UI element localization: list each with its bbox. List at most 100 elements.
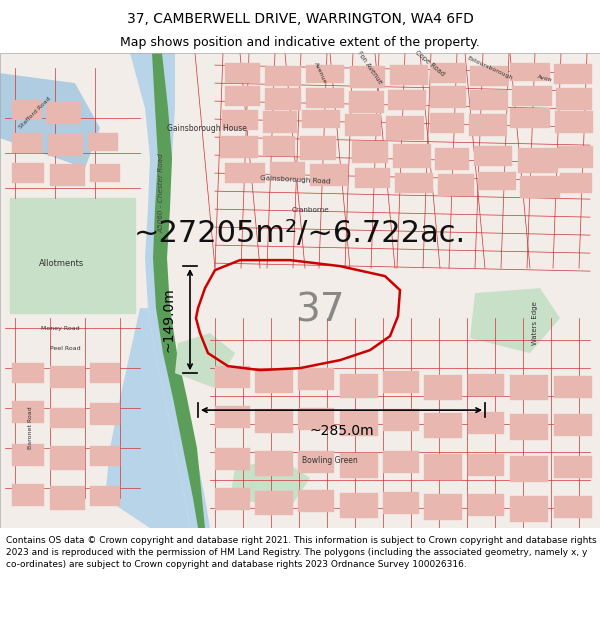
Bar bbox=[383, 451, 419, 473]
Bar bbox=[298, 368, 334, 390]
Text: 37: 37 bbox=[295, 291, 345, 329]
Bar bbox=[255, 369, 293, 393]
Bar bbox=[48, 134, 83, 156]
Bar bbox=[388, 90, 426, 110]
Text: Gainsborough Road: Gainsborough Road bbox=[260, 175, 331, 185]
Bar bbox=[12, 484, 44, 506]
Text: Cope Road: Cope Road bbox=[414, 49, 446, 77]
Bar bbox=[306, 65, 344, 83]
Bar bbox=[352, 141, 388, 163]
Bar bbox=[510, 414, 548, 440]
Polygon shape bbox=[95, 53, 210, 528]
Bar bbox=[220, 136, 258, 158]
Bar bbox=[393, 144, 431, 168]
Bar bbox=[340, 453, 378, 478]
Bar bbox=[510, 496, 548, 522]
Bar bbox=[298, 451, 334, 473]
Text: Peel Road: Peel Road bbox=[50, 346, 80, 351]
Bar bbox=[350, 66, 385, 88]
Bar bbox=[424, 375, 462, 400]
Bar bbox=[470, 66, 508, 86]
Text: Bowling Green: Bowling Green bbox=[302, 456, 358, 464]
Bar bbox=[225, 63, 260, 83]
Bar bbox=[468, 412, 504, 434]
Bar bbox=[255, 451, 293, 476]
Polygon shape bbox=[175, 333, 235, 388]
Bar bbox=[50, 486, 85, 510]
Bar bbox=[383, 371, 419, 393]
Bar bbox=[390, 65, 428, 85]
Bar bbox=[12, 133, 42, 153]
Text: Money Road: Money Road bbox=[41, 326, 79, 331]
Bar bbox=[383, 492, 419, 514]
Bar bbox=[12, 401, 44, 423]
Bar bbox=[10, 198, 135, 313]
Bar bbox=[50, 366, 85, 388]
Text: 37, CAMBERWELL DRIVE, WARRINGTON, WA4 6FD: 37, CAMBERWELL DRIVE, WARRINGTON, WA4 6F… bbox=[127, 12, 473, 26]
Bar bbox=[468, 494, 504, 516]
Bar bbox=[554, 414, 592, 436]
Bar bbox=[560, 173, 592, 193]
Bar bbox=[424, 494, 462, 520]
Bar bbox=[340, 374, 378, 398]
Bar bbox=[438, 174, 474, 196]
Bar bbox=[302, 110, 340, 128]
Bar bbox=[555, 111, 593, 133]
Bar bbox=[554, 64, 592, 84]
Bar bbox=[222, 110, 258, 130]
Bar bbox=[435, 148, 469, 170]
Bar bbox=[340, 493, 378, 518]
Bar bbox=[430, 113, 464, 133]
Bar bbox=[265, 88, 301, 110]
Text: Cranborne: Cranborne bbox=[291, 207, 329, 213]
Polygon shape bbox=[152, 53, 205, 528]
Text: Allotments: Allotments bbox=[40, 259, 85, 268]
Text: Stafford Road: Stafford Road bbox=[18, 96, 52, 130]
Bar bbox=[424, 413, 462, 438]
Polygon shape bbox=[105, 308, 190, 528]
Bar bbox=[90, 164, 120, 182]
Bar bbox=[510, 108, 550, 128]
Bar bbox=[90, 446, 120, 466]
Bar bbox=[270, 162, 305, 180]
Bar bbox=[554, 496, 592, 518]
Bar bbox=[300, 136, 336, 160]
Text: Waters Edge: Waters Edge bbox=[532, 301, 538, 345]
Text: Gainsborough House: Gainsborough House bbox=[167, 124, 247, 132]
Bar bbox=[386, 116, 424, 140]
Bar bbox=[263, 111, 297, 133]
Bar bbox=[90, 486, 120, 506]
Bar bbox=[556, 88, 592, 110]
Bar bbox=[430, 63, 466, 83]
Bar bbox=[355, 168, 390, 188]
Bar bbox=[383, 409, 419, 431]
Bar bbox=[50, 408, 85, 428]
Bar bbox=[510, 63, 550, 81]
Bar bbox=[225, 86, 260, 106]
Bar bbox=[468, 454, 504, 476]
Bar bbox=[255, 409, 293, 433]
Text: ~27205m²/~6.722ac.: ~27205m²/~6.722ac. bbox=[134, 219, 466, 248]
Bar bbox=[310, 164, 348, 186]
Text: ~149.0m: ~149.0m bbox=[162, 288, 176, 352]
Bar bbox=[478, 172, 516, 190]
Polygon shape bbox=[470, 288, 560, 353]
Bar bbox=[424, 454, 462, 480]
Bar bbox=[470, 90, 508, 110]
Bar bbox=[520, 176, 560, 198]
Bar bbox=[50, 164, 85, 186]
Polygon shape bbox=[0, 73, 100, 168]
Bar bbox=[306, 88, 344, 108]
Text: Avon: Avon bbox=[537, 74, 553, 82]
Bar bbox=[88, 133, 118, 151]
Text: A5060 - Chester Road: A5060 - Chester Road bbox=[158, 153, 164, 233]
Text: Map shows position and indicative extent of the property.: Map shows position and indicative extent… bbox=[120, 36, 480, 49]
Text: Estoursborough: Estoursborough bbox=[466, 56, 514, 81]
Bar bbox=[12, 100, 42, 120]
Bar bbox=[215, 406, 250, 428]
Bar bbox=[255, 491, 293, 515]
Bar bbox=[90, 403, 120, 425]
Bar bbox=[12, 163, 44, 183]
Bar bbox=[215, 488, 250, 510]
Text: Baronet Road: Baronet Road bbox=[28, 407, 32, 449]
